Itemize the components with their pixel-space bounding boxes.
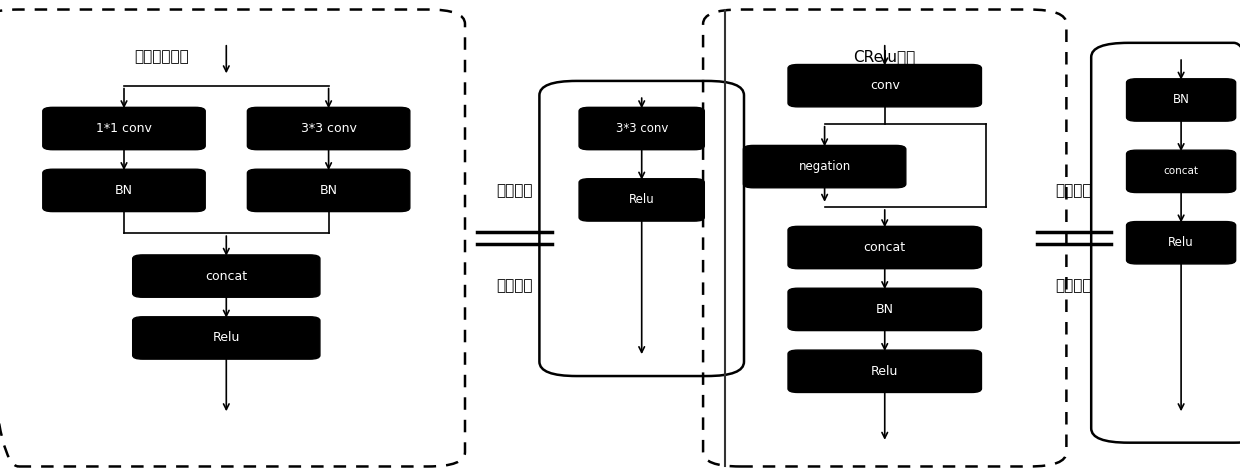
FancyBboxPatch shape [1126,222,1235,264]
Text: Relu: Relu [870,365,899,378]
FancyBboxPatch shape [744,146,905,188]
FancyBboxPatch shape [42,169,206,211]
FancyBboxPatch shape [579,179,704,221]
Text: concat: concat [1163,166,1199,177]
FancyBboxPatch shape [579,108,704,149]
Text: conv: conv [869,79,900,92]
FancyBboxPatch shape [42,108,206,149]
FancyBboxPatch shape [1126,150,1235,192]
Text: BN: BN [1173,93,1189,107]
Text: 组合卷积模块: 组合卷积模块 [134,50,188,65]
FancyBboxPatch shape [789,350,982,392]
Text: Relu: Relu [212,331,241,345]
Text: BN: BN [875,303,894,316]
FancyBboxPatch shape [789,227,982,268]
Text: 模块消融: 模块消融 [1055,278,1092,293]
Text: 3*3 conv: 3*3 conv [300,122,357,135]
Text: 测试阶段: 测试阶段 [496,183,533,198]
Text: BN: BN [115,184,133,197]
FancyBboxPatch shape [133,317,320,359]
Text: Relu: Relu [629,193,655,207]
FancyBboxPatch shape [248,108,409,149]
FancyBboxPatch shape [789,65,982,107]
FancyBboxPatch shape [789,288,982,330]
Text: Relu: Relu [1168,236,1194,249]
FancyBboxPatch shape [133,255,320,297]
Text: CRelu模块: CRelu模块 [853,50,916,65]
Text: 模块消融: 模块消融 [496,278,533,293]
Text: 1*1 conv: 1*1 conv [95,122,153,135]
FancyBboxPatch shape [248,169,409,211]
Text: BN: BN [320,184,337,197]
FancyBboxPatch shape [1126,79,1235,121]
Text: concat: concat [206,269,247,283]
Text: 3*3 conv: 3*3 conv [615,122,668,135]
Text: 测试阶段: 测试阶段 [1055,183,1092,198]
Text: negation: negation [799,160,851,173]
Text: concat: concat [864,241,905,254]
